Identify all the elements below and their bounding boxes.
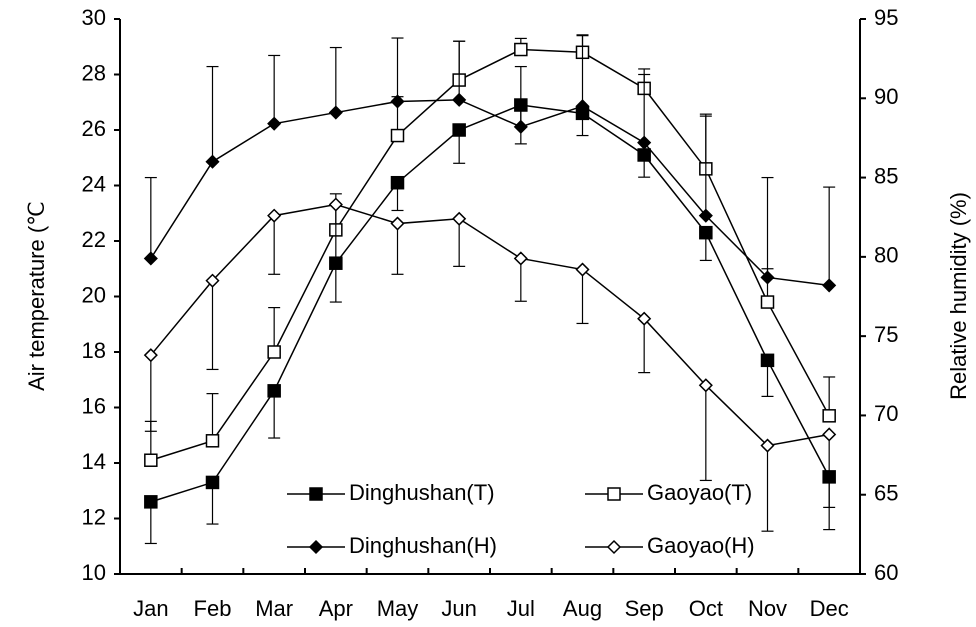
x-tick-label: Jul [507,596,535,621]
point [144,495,158,509]
x-tick-label: Mar [255,596,293,621]
point [637,311,652,326]
series-line [150,104,830,503]
point [699,225,713,240]
y2-tick-label: 65 [874,481,898,506]
point [267,208,282,223]
point [267,116,282,131]
y2-axis-label: Relative humidity (%) [946,192,971,400]
x-tick-label: Nov [748,596,787,621]
point [822,278,837,293]
x-tick-label: Aug [563,596,602,621]
point [760,353,775,368]
legend-marker [309,487,323,501]
point [452,211,467,226]
point [143,348,158,363]
y-tick-label: 26 [82,116,106,141]
x-tick-label: Apr [319,596,353,621]
point [143,251,158,266]
y2-tick-label: 85 [874,163,898,188]
legend-label: Gaoyao(H) [647,533,755,558]
point [513,251,528,266]
y-tick-label: 16 [82,393,106,418]
y-tick-label: 22 [82,227,106,252]
point [698,208,713,223]
point [637,135,652,150]
point [328,197,343,212]
point [205,475,220,490]
point [575,99,590,114]
point [513,119,528,134]
y2-tick-label: 95 [874,5,898,30]
x-tick-label: Jun [441,596,476,621]
point [575,262,590,277]
point [637,148,651,162]
point [144,453,158,467]
point [205,154,220,169]
legend-label: Dinghushan(T) [349,480,495,505]
legend-marker [607,487,621,501]
y-tick-label: 10 [82,560,106,585]
point [698,378,713,393]
y-tick-label: 28 [82,60,106,85]
series-line [150,203,830,447]
point [390,216,405,231]
x-tick-label: May [377,596,419,621]
y-tick-label: 14 [82,449,106,474]
x-tick-label: Sep [625,596,664,621]
y2-tick-label: 80 [874,243,898,268]
point [822,409,836,423]
legend-label: Gaoyao(T) [647,480,752,505]
y-axis-label: Air temperature (℃ [24,201,49,391]
x-tick-label: Jan [133,596,168,621]
point [760,295,775,309]
point [328,105,343,120]
point [760,270,775,285]
point [390,94,405,109]
point [205,434,220,448]
y2-tick-label: 75 [874,322,898,347]
x-tick-label: Oct [689,596,723,621]
legend-marker [308,539,324,555]
y-tick-label: 12 [82,504,106,529]
y-tick-label: 24 [82,171,106,196]
x-tick-label: Dec [810,596,849,621]
y2-tick-label: 90 [874,84,898,109]
y2-tick-label: 70 [874,401,898,426]
y2-tick-label: 60 [874,560,898,585]
series-line [150,48,830,461]
point [452,123,466,137]
point [390,175,405,190]
legend-marker [606,539,622,555]
point [267,384,281,398]
series-line [150,99,830,287]
y-tick-label: 30 [82,5,106,30]
point [760,438,775,453]
point [267,345,281,359]
x-tick-label: Feb [194,596,232,621]
point [205,273,220,288]
legend-label: Dinghushan(H) [349,533,497,558]
point [822,427,837,442]
point [514,42,528,57]
y-tick-label: 18 [82,338,106,363]
point [452,92,467,107]
point [390,128,405,143]
y-tick-label: 20 [82,282,106,307]
